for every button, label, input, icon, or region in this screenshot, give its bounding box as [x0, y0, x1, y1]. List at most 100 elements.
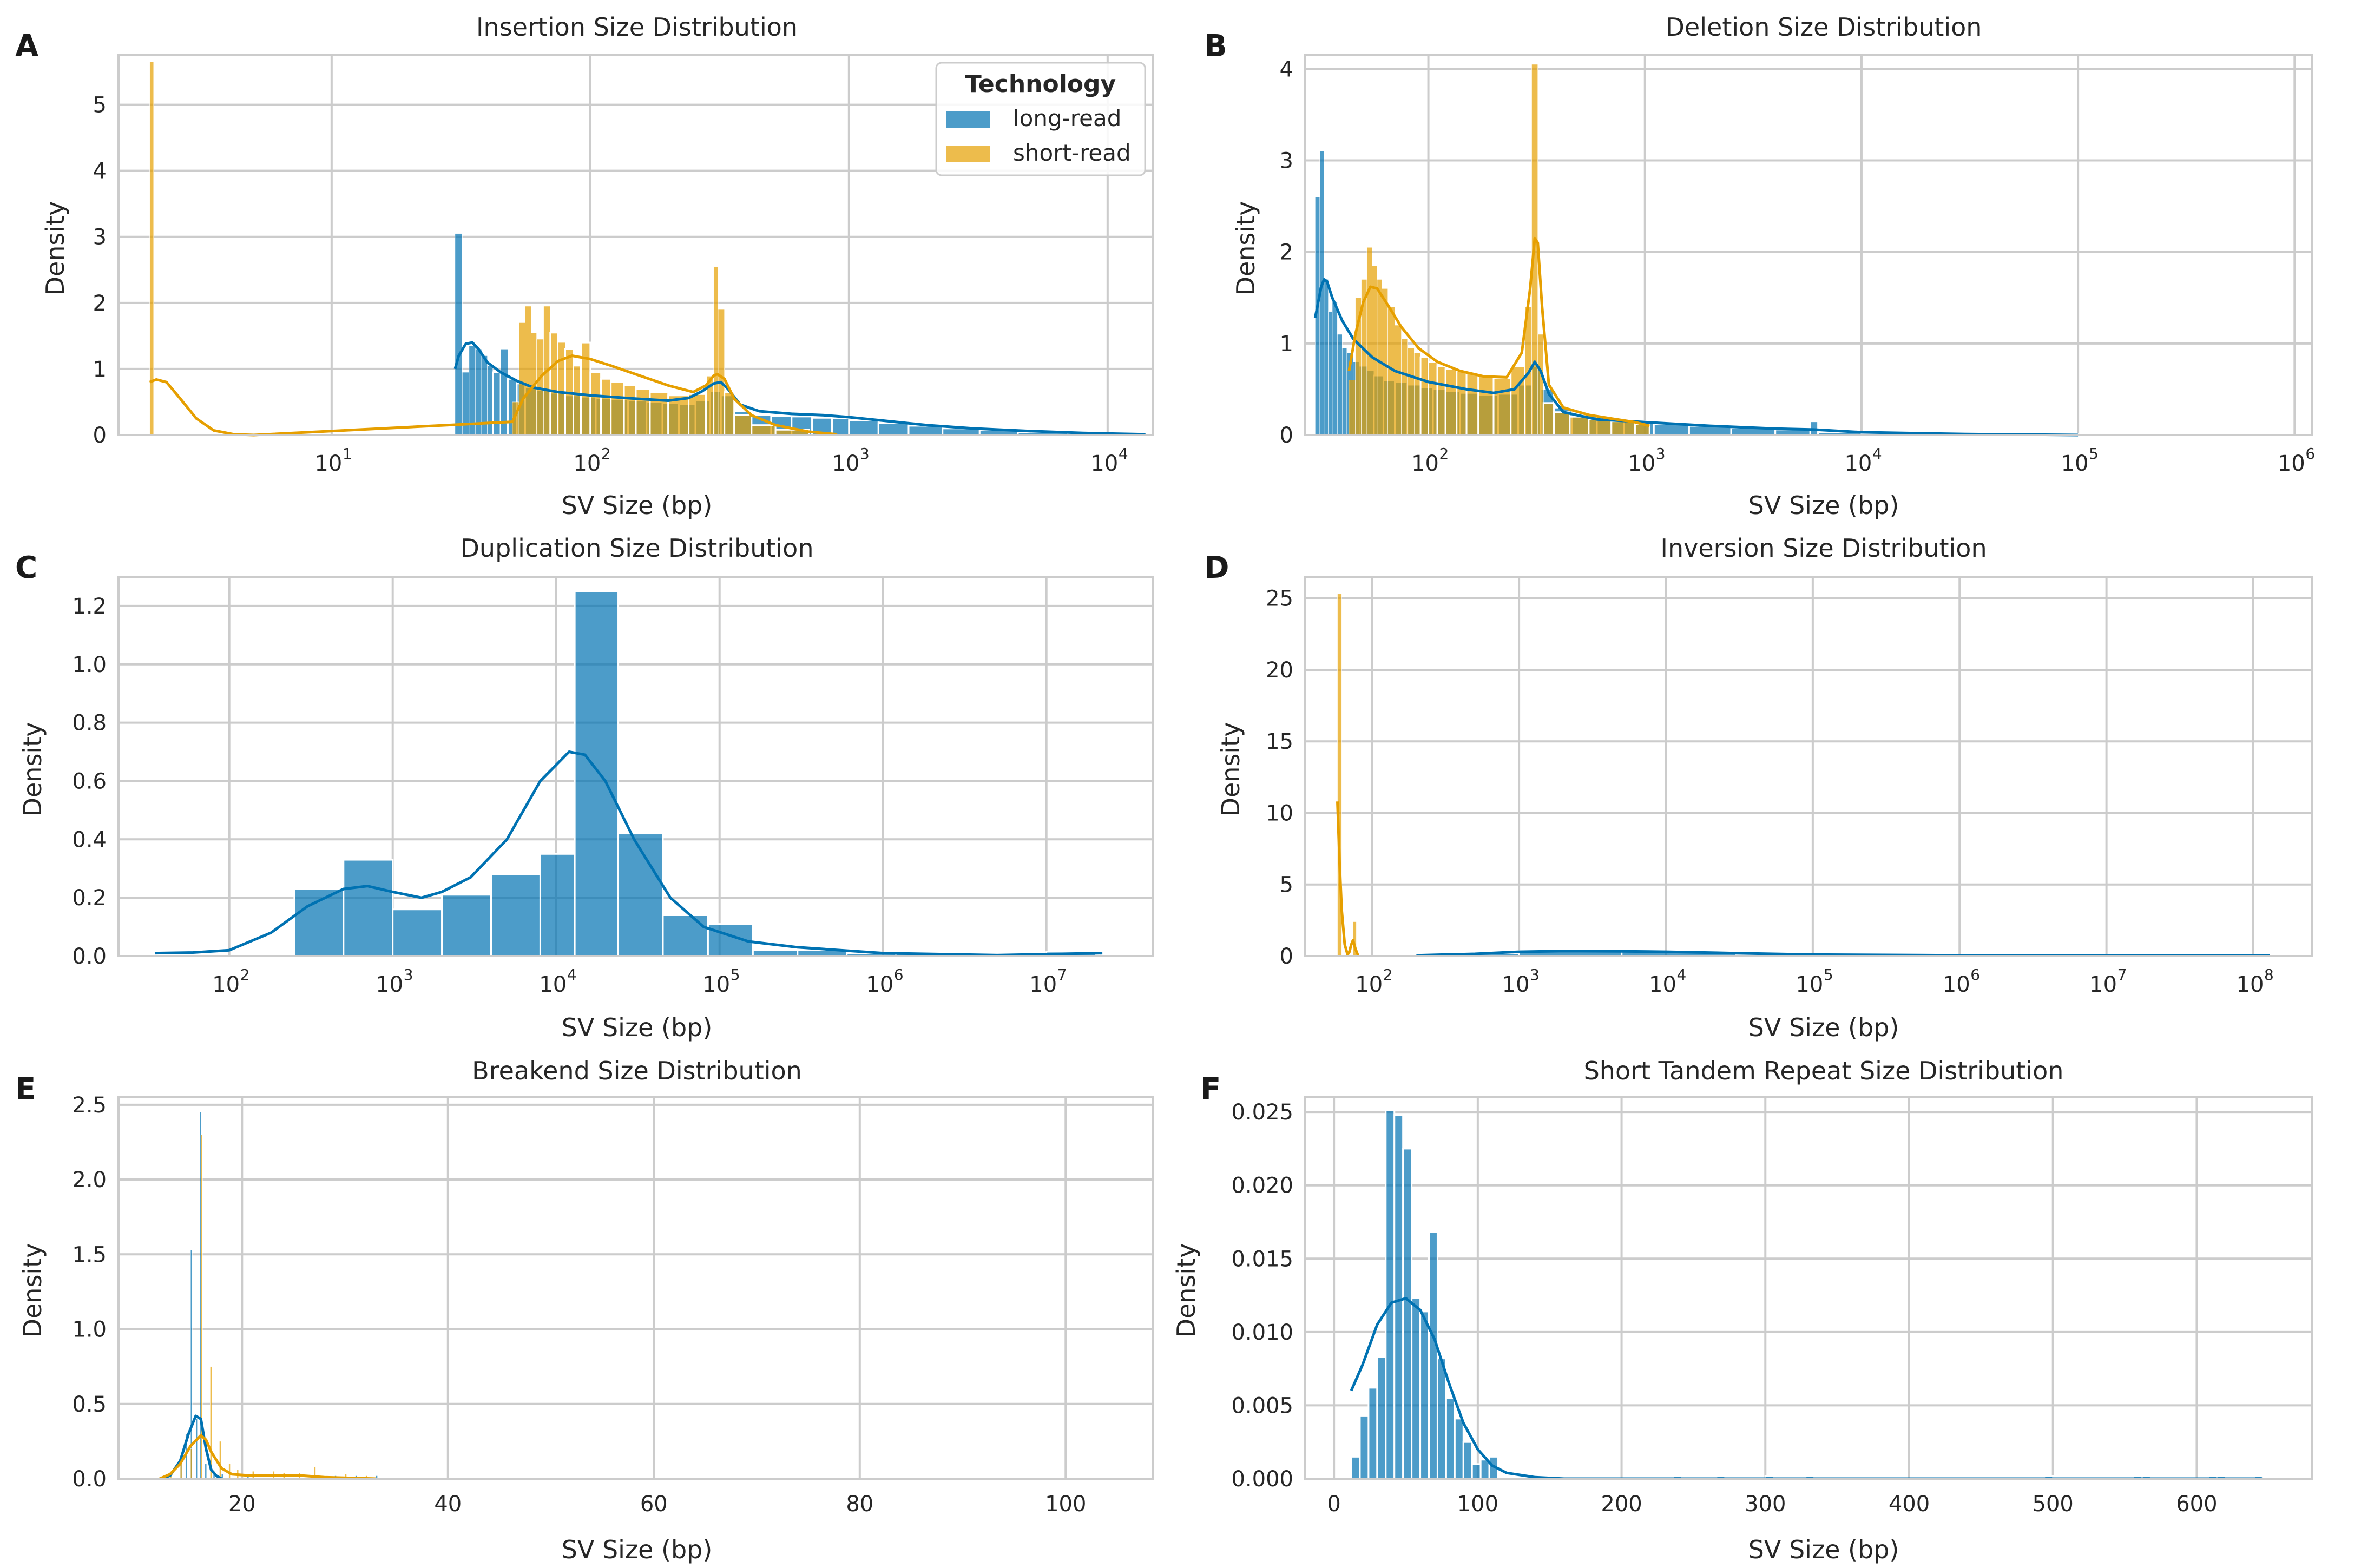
- histogram-bar: [1350, 1455, 1361, 1480]
- histogram-bar: [1376, 1356, 1387, 1480]
- x-axis-label: SV Size (bp): [562, 491, 713, 520]
- panel-letter: D: [1204, 550, 1229, 585]
- x-tick-exponent: 3: [860, 445, 870, 463]
- x-tick-label: 10: [1090, 451, 1118, 476]
- histogram-bar: [1395, 325, 1402, 436]
- x-tick-label: 10: [1411, 451, 1439, 476]
- histogram-bar: [293, 888, 345, 957]
- histogram-bar: [1445, 1397, 1456, 1480]
- histogram-bar: [1372, 265, 1378, 436]
- x-tick-label: 10: [866, 972, 893, 997]
- axes-frame: [1304, 576, 2313, 957]
- x-tick-exponent: 6: [1970, 966, 1980, 984]
- x-tick-exponent: 4: [1119, 445, 1128, 463]
- histogram-bar: [718, 309, 725, 436]
- x-tick-exponent: 6: [2305, 445, 2315, 463]
- series-long-read-bars: [293, 590, 1097, 957]
- histogram-bar: [1401, 339, 1408, 436]
- x-tick-exponent: 2: [601, 445, 611, 463]
- legend: Technology long-read short-read: [935, 62, 1146, 176]
- x-tick-label: 10: [1029, 972, 1057, 997]
- y-tick-label: 0: [1280, 944, 1293, 969]
- histogram-bar: [1553, 411, 1571, 436]
- panel-letter: A: [15, 29, 39, 64]
- histogram-bar: [455, 233, 463, 436]
- y-axis-label: Density: [1231, 201, 1260, 296]
- histogram-bar: [1477, 374, 1495, 436]
- y-tick-label: 0.5: [72, 1392, 107, 1417]
- histogram-bar: [1366, 247, 1372, 436]
- histogram-bar: [1382, 288, 1388, 436]
- y-tick-label: 1.2: [72, 594, 107, 619]
- histogram-bar: [195, 1419, 198, 1479]
- y-tick-label: 0.010: [1231, 1320, 1293, 1345]
- kde-line-long-read: [1350, 1297, 2261, 1480]
- axes-frame: [117, 576, 1154, 957]
- panel-title: Breakend Size Distribution: [472, 1056, 802, 1085]
- histogram-bar: [490, 873, 541, 957]
- histogram-bar: [190, 1448, 193, 1479]
- histogram-bar: [1456, 370, 1468, 436]
- histogram-bar: [623, 384, 637, 436]
- y-tick-label: 1.0: [72, 1317, 107, 1342]
- histogram-bar: [751, 424, 777, 436]
- x-tick-exponent: 3: [404, 966, 413, 984]
- y-axis-label: Density: [1216, 722, 1245, 817]
- y-tick-label: 2.0: [72, 1168, 107, 1193]
- x-axis-label: SV Size (bp): [1748, 491, 1899, 520]
- x-axis-label: SV Size (bp): [562, 1013, 713, 1042]
- kde-line-short-read: [149, 354, 838, 437]
- x-tick-label: 60: [640, 1492, 668, 1517]
- x-tick-label: 100: [1457, 1492, 1498, 1517]
- plot-area: [1304, 1096, 2313, 1480]
- panel-title: Inversion Size Distribution: [1660, 533, 1987, 563]
- histogram-bar: [549, 332, 559, 436]
- legend-swatch-short-read: [946, 146, 990, 162]
- y-tick-label: 1.5: [72, 1242, 107, 1267]
- x-tick-label: 10: [212, 972, 240, 997]
- histogram-bar: [1537, 334, 1544, 436]
- x-tick-exponent: 1: [343, 445, 352, 463]
- histogram-bar: [492, 371, 502, 436]
- histogram-bar: [831, 417, 850, 436]
- kde-line-short-read: [1336, 801, 1359, 956]
- x-tick-exponent: 8: [2264, 966, 2274, 984]
- x-tick-exponent: 2: [1383, 966, 1393, 984]
- histogram-bar: [1377, 279, 1382, 436]
- histogram-bar: [1471, 1463, 1482, 1480]
- x-tick-label: 500: [2033, 1492, 2074, 1517]
- histogram-bar: [573, 365, 582, 436]
- axes-frame: [1304, 1096, 2313, 1480]
- x-tick-label: 200: [1601, 1492, 1642, 1517]
- y-tick-label: 0.015: [1231, 1247, 1293, 1271]
- kde-line-long-read: [154, 750, 1103, 957]
- histogram-bar: [877, 422, 910, 436]
- y-tick-label: 0.000: [1231, 1467, 1293, 1492]
- kde-line-short-read: [159, 1434, 376, 1480]
- y-tick-label: 4: [93, 159, 107, 184]
- y-tick-label: 0.025: [1231, 1100, 1293, 1125]
- x-axis-label: SV Size (bp): [562, 1535, 713, 1564]
- x-tick-label: 10: [2061, 451, 2089, 476]
- y-tick-label: 0.0: [72, 1467, 107, 1492]
- x-tick-exponent: 3: [1656, 445, 1666, 463]
- x-tick-exponent: 6: [894, 966, 904, 984]
- series-long-read-bars: [1350, 1109, 2264, 1480]
- histogram-bar: [617, 833, 664, 957]
- x-tick-label: 10: [2237, 972, 2264, 997]
- x-tick-label: 10: [314, 451, 342, 476]
- x-tick-label: 10: [376, 972, 403, 997]
- x-tick-label: 10: [2089, 972, 2117, 997]
- y-tick-label: 2: [93, 291, 107, 316]
- histogram-bar: [1359, 1414, 1370, 1480]
- panel-letter: F: [1200, 1072, 1221, 1107]
- x-tick-exponent: 5: [1824, 966, 1833, 984]
- axes-frame: [117, 54, 1154, 436]
- x-tick-label: 10: [1943, 972, 1970, 997]
- histogram-bar: [1419, 1310, 1430, 1480]
- series-long-read-bars: [180, 1112, 378, 1479]
- histogram-bar: [343, 859, 394, 957]
- histogram-bar: [205, 1464, 207, 1479]
- y-axis-label: Density: [18, 1243, 47, 1338]
- panel-B: B Deletion Size Distribution SV Size (bp…: [1204, 12, 2315, 520]
